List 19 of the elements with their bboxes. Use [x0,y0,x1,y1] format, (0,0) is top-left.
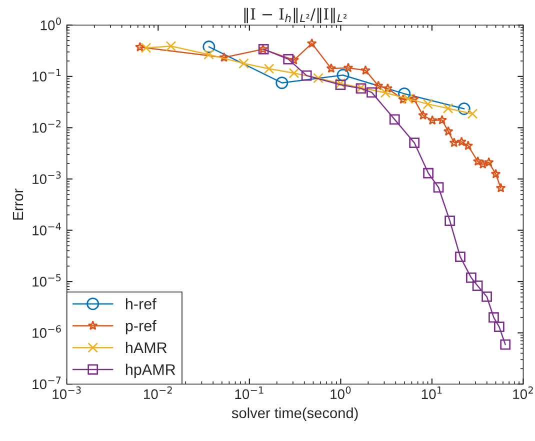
x-tick-label: 10$^{1}$ [422,386,442,400]
legend-label: hpAMR [126,364,176,378]
x-axis-title: solver time(second) [232,407,358,422]
x-tick-label: 10$^{−1}$ [235,386,264,400]
x-tick-label: 10$^{2}$ [513,386,533,400]
y-tick-label: 10$^{−3}$ [32,171,61,184]
legend-label: h-ref [126,298,156,310]
y-tick-label: 10$^{−4}$ [32,222,61,236]
chart-title: ‖I − I$_{h}$‖$_{L²}$/‖I‖$_{L²}$ [244,8,347,24]
x-tick-label: 10$^{0}$ [330,386,351,400]
x-tick-label: 10$^{−2}$ [144,386,172,400]
legend-label: hAMR [126,342,167,353]
y-axis-title: Error [12,188,24,220]
y-tick-label: 10$^{−5}$ [32,274,61,287]
y-tick-label: 10$^{0}$ [40,18,61,30]
y-tick-label: 10$^{−1}$ [32,68,61,82]
y-tick-label: 10$^{−2}$ [32,120,61,133]
y-tick-label: 10$^{−6}$ [32,325,61,338]
legend-label: p-ref [126,320,156,334]
